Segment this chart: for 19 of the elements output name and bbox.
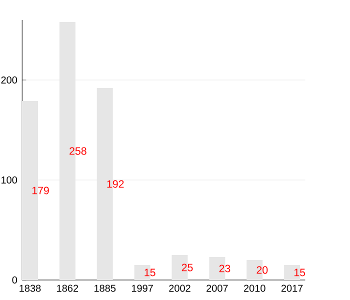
data-label: 192 [107, 180, 124, 188]
y-tick-label: 200 [1, 76, 18, 84]
data-label: 258 [70, 147, 86, 155]
x-tick-label: 2010 [244, 284, 266, 292]
data-label: 15 [144, 268, 156, 276]
y-tick-label: 0 [12, 276, 18, 284]
x-tick-label: 1862 [57, 284, 78, 292]
data-label: 15 [294, 268, 306, 276]
x-tick-label: 2007 [206, 284, 228, 292]
x-tick-label: 1885 [94, 284, 116, 292]
x-tick-label: 2002 [169, 284, 190, 292]
data-label: 179 [32, 186, 49, 194]
y-tick-label: 100 [1, 176, 18, 184]
data-label: 25 [182, 264, 193, 272]
data-label: 20 [256, 266, 268, 274]
x-tick-label: 1997 [132, 284, 153, 292]
x-tick-label: 1838 [20, 284, 41, 292]
x-tick-label: 2017 [281, 284, 303, 292]
data-label: 23 [219, 264, 230, 272]
